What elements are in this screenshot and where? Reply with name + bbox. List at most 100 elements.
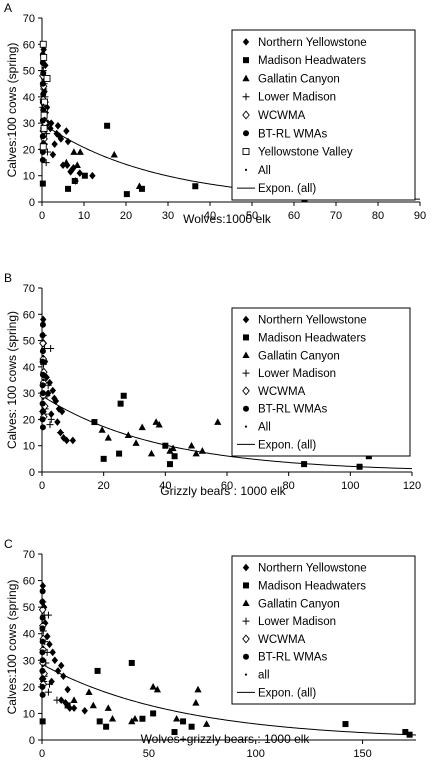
legend-marker — [242, 110, 250, 120]
data-point — [41, 98, 48, 106]
data-point — [402, 729, 409, 736]
data-point — [39, 657, 46, 664]
data-point — [70, 704, 78, 712]
data-point — [173, 714, 181, 722]
data-point — [55, 405, 63, 413]
data-point — [43, 116, 46, 119]
data-point — [187, 441, 196, 449]
data-point — [39, 358, 46, 365]
data-point — [194, 685, 202, 693]
data-point — [58, 696, 65, 704]
x-tick-label: 0 — [39, 748, 45, 760]
legend-label: All — [258, 165, 271, 177]
y-tick-label: 40 — [23, 629, 35, 641]
data-point — [202, 720, 211, 727]
data-point — [120, 392, 127, 399]
data-point — [96, 718, 103, 725]
legend-label: BT-RL WMAs — [258, 652, 327, 664]
data-point — [39, 416, 46, 423]
legend-label: WCWMA — [258, 386, 306, 398]
data-point — [49, 150, 57, 159]
trendline-expon-all — [41, 663, 417, 736]
legend-label: Lower Madison — [258, 616, 336, 628]
data-point — [39, 582, 47, 590]
data-point — [39, 598, 46, 605]
legend-marker — [242, 93, 250, 101]
data-point — [39, 59, 46, 66]
chart-panel-c: C 0 10 20 30 40 50 60 70 0 50 100 150 Wolves+grizzly … — [4, 537, 417, 760]
y-axis-title: Calves: 100 cows (spring) — [5, 311, 19, 449]
legend-box — [231, 307, 411, 457]
legend-marker — [242, 599, 250, 607]
data-point — [162, 442, 169, 449]
data-point — [44, 381, 52, 389]
data-point — [132, 439, 140, 446]
data-point — [116, 450, 123, 457]
chart-panel-a: A 0 10 20 30 40 50 60 70 0 10 20 30 40 50 60 70 80 90 Wolve… — [4, 1, 426, 226]
data-point — [39, 133, 46, 140]
data-point — [44, 389, 52, 397]
x-tick-label: 40 — [204, 210, 216, 222]
data-point — [110, 150, 118, 158]
x-tick-label: 100 — [341, 480, 359, 492]
legend-marker — [244, 425, 248, 428]
legend-marker — [242, 563, 250, 572]
legend-marker — [242, 369, 250, 377]
legend-label: Expon. (all) — [258, 439, 316, 451]
data-point — [39, 675, 46, 682]
x-tick-label: 60 — [288, 210, 300, 222]
legend-marker — [243, 405, 249, 412]
legend-marker — [243, 653, 249, 660]
data-point — [65, 185, 72, 192]
data-point — [153, 685, 162, 693]
legend-label: Yellowstone Valley — [258, 147, 353, 159]
data-point — [39, 348, 46, 355]
data-point — [85, 688, 93, 695]
data-point — [42, 355, 45, 358]
data-point — [138, 423, 146, 431]
data-point — [104, 704, 112, 711]
data-point — [53, 129, 60, 138]
data-point — [41, 621, 44, 625]
y-tick-label: 60 — [23, 309, 35, 321]
data-point — [47, 415, 55, 423]
legend-marker — [243, 334, 249, 341]
x-tick-label: 150 — [353, 748, 371, 760]
series-all — [41, 66, 46, 135]
data-point — [51, 656, 59, 665]
legend: Northern Yellowstone Madison Headwaters Ga… — [231, 307, 411, 457]
data-point — [42, 378, 45, 382]
legend-label: Lower Madison — [258, 368, 336, 380]
data-point — [48, 119, 55, 127]
data-point — [70, 696, 78, 703]
data-point — [214, 418, 222, 425]
data-point — [342, 721, 349, 728]
data-point — [42, 79, 45, 83]
data-point — [41, 397, 45, 400]
data-point — [103, 723, 110, 730]
data-point — [81, 706, 88, 715]
data-point — [81, 172, 88, 179]
data-point — [76, 169, 83, 177]
data-point — [39, 371, 46, 378]
data-point — [89, 701, 97, 709]
data-point — [39, 638, 46, 645]
data-point — [49, 386, 56, 395]
legend-label: Northern Yellowstone — [258, 563, 367, 575]
data-point — [39, 338, 47, 348]
series-gallatin-canyon — [70, 683, 211, 727]
data-point — [42, 619, 49, 627]
panel-label: B — [4, 271, 12, 285]
data-point — [54, 121, 62, 130]
legend-label: Expon. (all) — [258, 183, 316, 195]
data-point — [47, 124, 54, 133]
data-point — [41, 645, 45, 649]
x-tick-label: 40 — [159, 480, 171, 492]
y-tick-label: 30 — [23, 118, 35, 130]
data-point — [41, 606, 44, 609]
y-tick-label: 60 — [23, 576, 35, 588]
data-point — [70, 164, 77, 172]
data-point — [40, 315, 47, 324]
data-point — [64, 137, 72, 146]
